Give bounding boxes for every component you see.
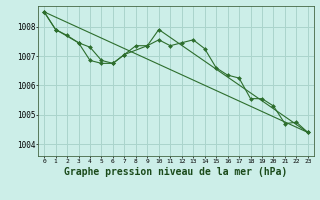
X-axis label: Graphe pression niveau de la mer (hPa): Graphe pression niveau de la mer (hPa) xyxy=(64,167,288,177)
